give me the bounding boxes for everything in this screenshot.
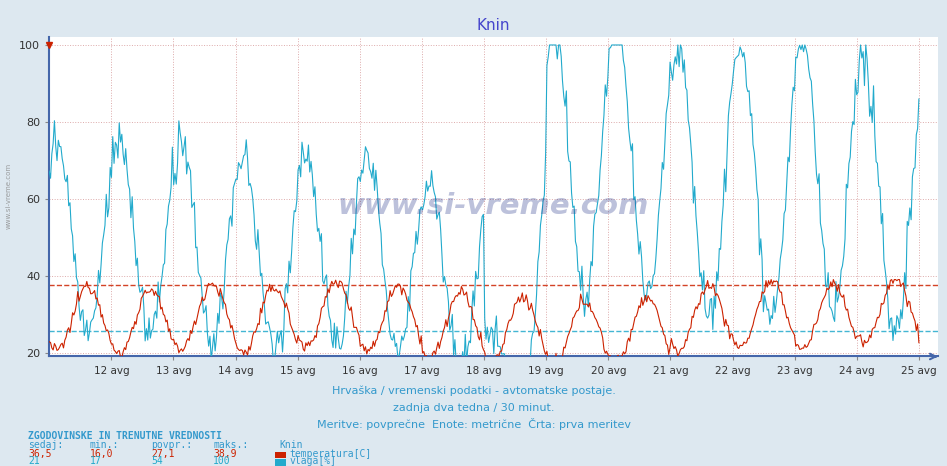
Text: vlaga[%]: vlaga[%] xyxy=(290,456,337,466)
Text: www.si-vreme.com: www.si-vreme.com xyxy=(6,163,11,229)
Text: www.si-vreme.com: www.si-vreme.com xyxy=(338,192,649,220)
Text: 36,5: 36,5 xyxy=(28,449,52,459)
Text: 38,9: 38,9 xyxy=(213,449,237,459)
Text: zadnja dva tedna / 30 minut.: zadnja dva tedna / 30 minut. xyxy=(393,403,554,413)
Text: temperatura[C]: temperatura[C] xyxy=(290,449,372,459)
Text: Meritve: povprečne  Enote: metrične  Črta: prva meritev: Meritve: povprečne Enote: metrične Črta:… xyxy=(316,418,631,430)
Text: 17: 17 xyxy=(90,456,101,466)
Title: Knin: Knin xyxy=(476,18,510,34)
Text: sedaj:: sedaj: xyxy=(28,440,63,450)
Text: Knin: Knin xyxy=(279,440,303,450)
Text: povpr.:: povpr.: xyxy=(152,440,192,450)
Text: maks.:: maks.: xyxy=(213,440,248,450)
Text: 16,0: 16,0 xyxy=(90,449,114,459)
Text: 27,1: 27,1 xyxy=(152,449,175,459)
Text: Hrvaška / vremenski podatki - avtomatske postaje.: Hrvaška / vremenski podatki - avtomatske… xyxy=(331,385,616,396)
Text: ZGODOVINSKE IN TRENUTNE VREDNOSTI: ZGODOVINSKE IN TRENUTNE VREDNOSTI xyxy=(28,431,223,441)
Text: 21: 21 xyxy=(28,456,40,466)
Text: 100: 100 xyxy=(213,456,231,466)
Text: min.:: min.: xyxy=(90,440,119,450)
Text: 54: 54 xyxy=(152,456,163,466)
